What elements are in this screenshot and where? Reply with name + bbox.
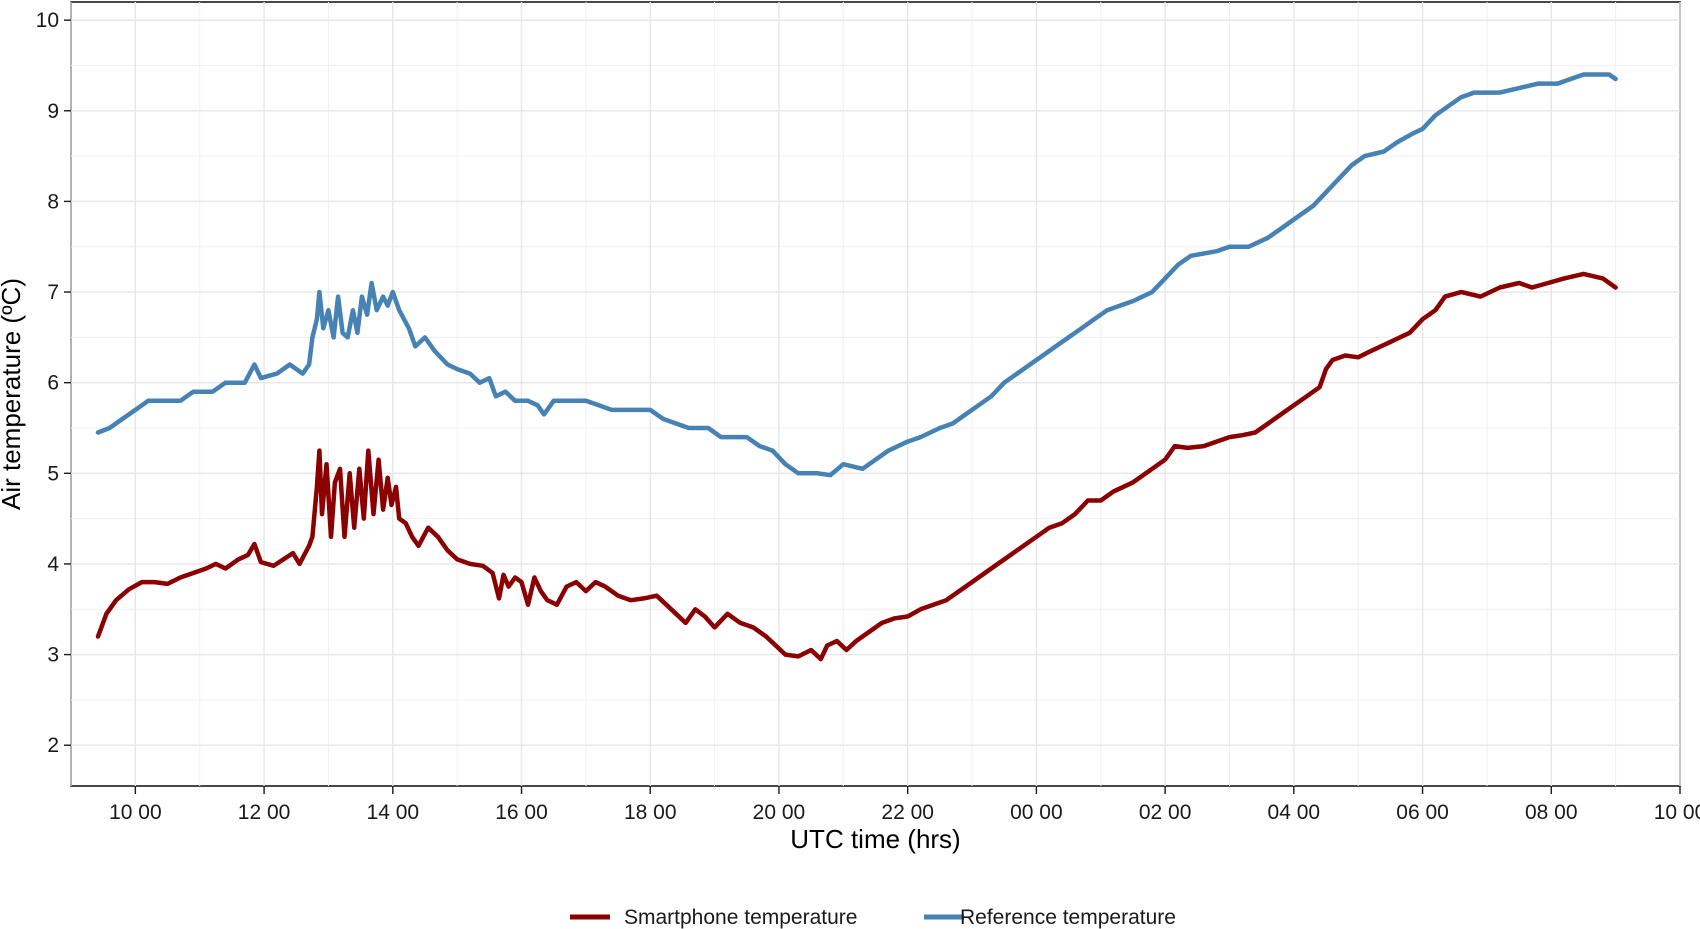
x-axis: 10 00 12 00 14 00 16 00 18 00 20 00 22 00 00 00…: [109, 786, 1700, 824]
x-tick-label: 10 00: [1654, 801, 1700, 824]
y-tick-label: 6: [47, 372, 59, 395]
y-axis: 2 3 4 5 6 7 8 9 10: [36, 9, 71, 757]
series-layer: [95, 72, 1618, 662]
y-axis-title: Air temperature (ºC): [0, 278, 26, 510]
x-tick-label: 16 00: [495, 801, 548, 824]
y-tick-label: 7: [47, 281, 59, 304]
y-tick-label: 9: [47, 100, 59, 123]
x-tick-label: 22 00: [881, 801, 934, 824]
x-tick-label: 12 00: [238, 801, 291, 824]
x-axis-title: UTC time (hrs): [790, 824, 960, 854]
y-tick-label: 5: [47, 462, 59, 485]
major-gridlines: [71, 2, 1681, 786]
x-tick-label: 18 00: [624, 801, 677, 824]
x-tick-label: 10 00: [109, 801, 162, 824]
legend-label-smartphone: Smartphone temperature: [624, 906, 857, 929]
x-tick-label: 04 00: [1268, 801, 1321, 824]
x-tick-label: 08 00: [1525, 801, 1578, 824]
y-tick-label: 8: [47, 190, 59, 213]
series-line-smartphone: [95, 271, 1618, 662]
x-tick-label: 02 00: [1139, 801, 1192, 824]
x-tick-label: 06 00: [1396, 801, 1449, 824]
legend: Smartphone temperature Reference tempera…: [570, 906, 1176, 929]
y-tick-label: 3: [47, 644, 59, 667]
minor-gridlines: [70, 2, 1680, 786]
y-tick-label: 2: [47, 734, 59, 757]
legend-label-reference: Reference temperature: [960, 906, 1176, 929]
x-tick-label: 14 00: [367, 801, 420, 824]
y-tick-label: 4: [47, 553, 59, 576]
x-tick-label: 00 00: [1010, 801, 1063, 824]
y-tick-label: 10: [36, 9, 59, 32]
plot-panel: [70, 1, 1681, 787]
series-line-reference: [95, 72, 1618, 478]
x-tick-label: 20 00: [753, 801, 806, 824]
